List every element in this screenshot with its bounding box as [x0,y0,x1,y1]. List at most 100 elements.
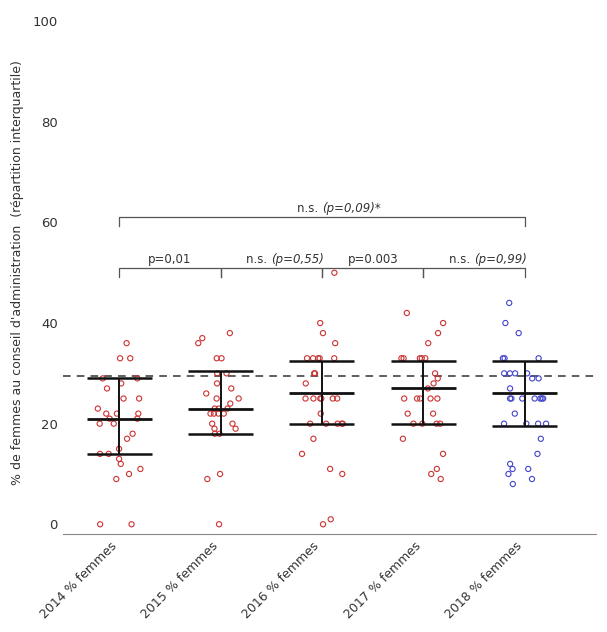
Point [337,469,347,479]
Point [530,394,540,404]
Point [501,318,510,328]
Point [338,418,348,428]
Point [119,394,129,404]
Point [228,418,237,428]
Point [313,353,323,363]
Point [421,353,430,363]
Point [517,394,527,404]
Point [209,408,219,418]
Point [197,333,207,343]
Point [231,423,240,434]
Point [541,418,551,428]
Point [538,394,548,404]
Point [310,368,320,379]
Point [433,374,443,384]
Point [433,328,443,338]
Point [209,423,219,434]
Point [498,353,508,363]
Point [206,408,215,418]
Text: (p=0,09)*: (p=0,09)* [322,202,381,216]
Point [398,434,408,444]
Point [135,464,145,474]
Point [212,353,222,363]
Point [115,353,125,363]
Point [534,374,543,384]
Point [527,374,537,384]
Point [399,394,409,404]
Point [222,368,231,379]
Point [326,514,336,525]
Point [112,408,122,418]
Point [124,469,134,479]
Point [122,434,132,444]
Point [430,368,440,379]
Point [202,389,211,399]
Point [122,338,132,348]
Point [333,418,342,428]
Point [127,520,137,530]
Point [510,408,520,418]
Text: (p=0,99): (p=0,99) [474,253,527,265]
Point [321,418,331,428]
Point [318,520,328,530]
Text: n.s.: n.s. [297,202,322,216]
Point [127,428,137,439]
Point [396,353,406,363]
Point [505,368,515,379]
Point [415,394,425,404]
Point [308,434,318,444]
Point [310,368,319,379]
Point [102,384,112,394]
Point [93,403,103,413]
Point [134,394,144,404]
Point [208,418,217,428]
Point [417,353,427,363]
Point [399,353,409,363]
Point [527,474,537,484]
Text: n.s.: n.s. [246,253,271,265]
Point [522,368,532,379]
Point [505,384,515,394]
Point [535,394,545,404]
Point [505,459,515,469]
Point [426,394,435,404]
Point [412,394,422,404]
Y-axis label: % de femmes au conseil d'administration  (répartition interquartile): % de femmes au conseil d'administration … [11,60,24,485]
Point [95,520,105,530]
Point [438,449,448,459]
Point [433,394,443,404]
Point [104,449,114,459]
Point [436,474,446,484]
Point [333,394,342,404]
Point [112,474,121,484]
Text: p=0.003: p=0.003 [347,253,398,265]
Point [514,328,524,338]
Point [225,328,235,338]
Point [429,408,438,418]
Text: n.s.: n.s. [449,253,474,265]
Point [402,308,412,318]
Point [521,418,531,428]
Point [301,379,311,389]
Point [500,353,509,363]
Point [423,384,433,394]
Point [435,418,445,428]
Point [234,394,243,404]
Point [316,394,326,404]
Point [215,428,225,439]
Point [506,394,516,404]
Point [325,464,335,474]
Point [302,353,312,363]
Point [134,408,143,418]
Point [132,374,142,384]
Point [337,418,347,428]
Point [214,408,223,418]
Point [194,338,203,348]
Text: (p=0,55): (p=0,55) [271,253,324,265]
Point [210,403,220,413]
Point [500,368,509,379]
Point [330,268,339,278]
Point [403,408,413,418]
Point [300,394,310,404]
Point [316,394,325,404]
